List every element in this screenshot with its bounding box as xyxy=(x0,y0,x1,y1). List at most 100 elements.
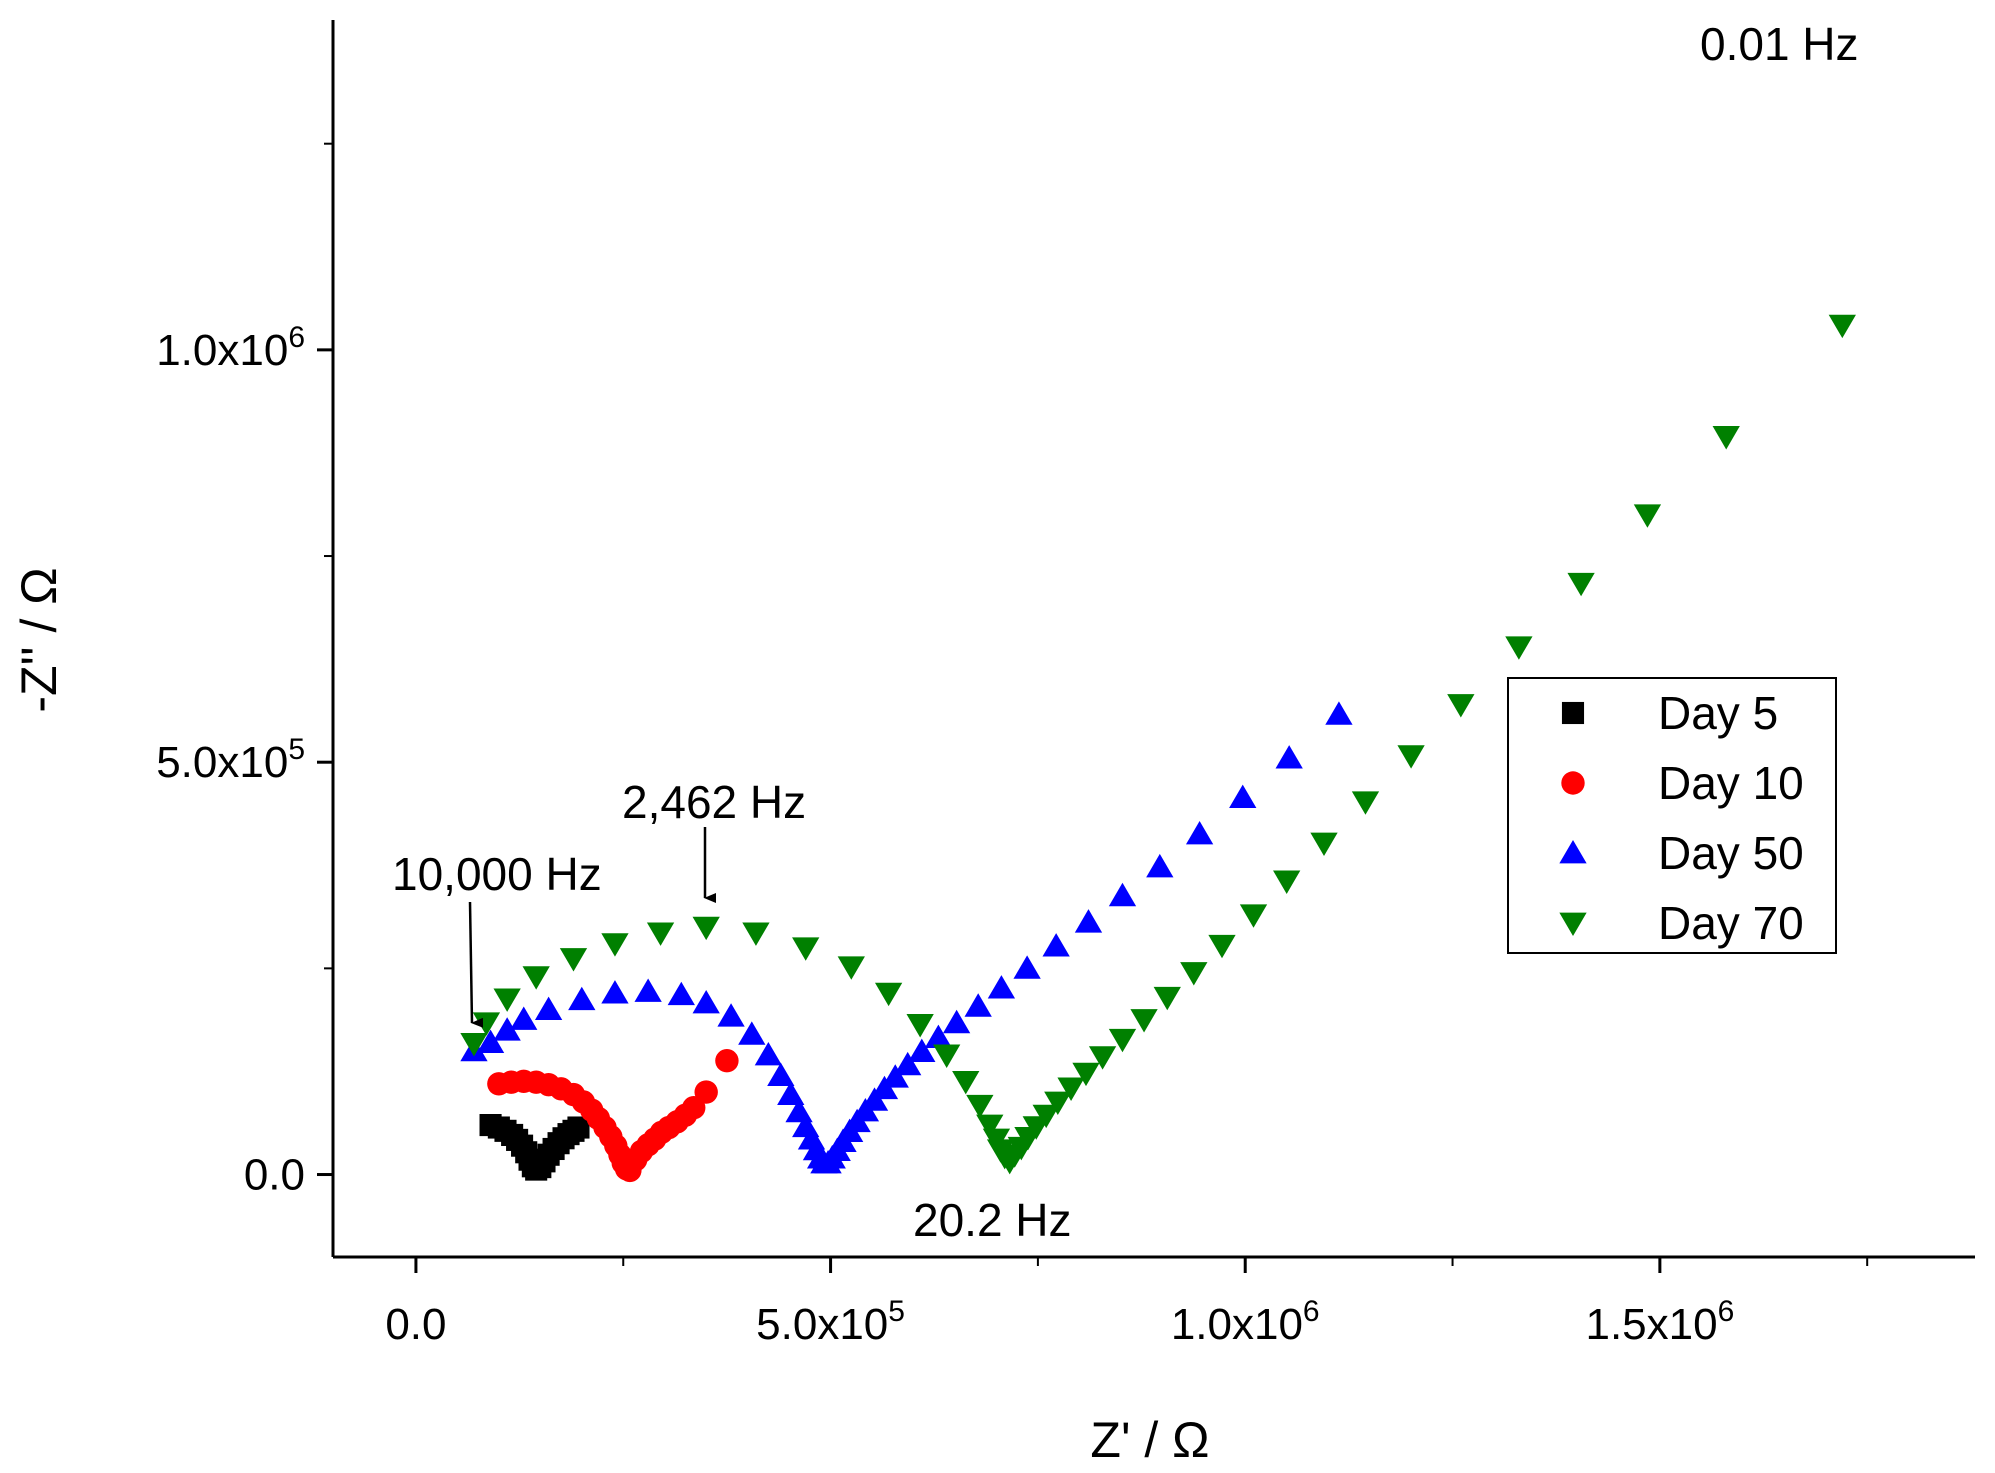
annotation-0-01hz: 0.01 Hz xyxy=(1700,18,1859,70)
data-point xyxy=(493,988,521,1012)
data-point xyxy=(568,986,596,1011)
data-point xyxy=(1239,904,1268,928)
data-point xyxy=(717,1003,745,1027)
data-point xyxy=(601,980,629,1004)
x-tick-label: 1.5x106 xyxy=(1585,1295,1734,1349)
data-point xyxy=(933,1044,961,1068)
data-point xyxy=(777,1081,805,1105)
y-tick-label: 1.0x106 xyxy=(156,321,305,375)
data-point xyxy=(966,1094,994,1119)
data-point xyxy=(1325,701,1353,725)
data-point xyxy=(1108,1028,1137,1053)
data-point xyxy=(1108,882,1137,907)
data-point xyxy=(976,1114,1004,1139)
legend-marker xyxy=(1559,840,1587,864)
data-point xyxy=(1057,1077,1085,1101)
data-point xyxy=(1072,1062,1100,1087)
data-point xyxy=(1273,870,1301,894)
y-axis-title: -Z'' / Ω xyxy=(11,567,67,712)
data-point xyxy=(522,966,550,990)
data-point xyxy=(460,1033,488,1057)
legend-marker xyxy=(1559,912,1587,936)
axes xyxy=(331,20,1975,1259)
data-point xyxy=(952,1070,980,1095)
data-point xyxy=(964,993,992,1017)
series-day-50 xyxy=(460,701,1353,1174)
data-point xyxy=(767,1062,795,1086)
data-point xyxy=(1185,820,1214,845)
x-tick-label: 0.0 xyxy=(385,1300,446,1349)
data-point xyxy=(1505,636,1533,660)
data-point xyxy=(646,922,675,946)
data-point xyxy=(1074,909,1103,933)
data-point xyxy=(894,1051,922,1076)
data-point xyxy=(881,1064,909,1088)
data-point xyxy=(1208,934,1236,959)
data-point xyxy=(1310,832,1338,857)
data-point xyxy=(1044,1091,1072,1115)
legend-label: Day 5 xyxy=(1658,687,1778,739)
data-point xyxy=(601,933,629,957)
x-tick-label: 5.0x105 xyxy=(756,1295,905,1349)
data-point xyxy=(1153,986,1181,1011)
data-point xyxy=(1146,853,1174,878)
annotation-2462hz: 2,462 Hz xyxy=(622,776,806,828)
x-axis-title: Z' / Ω xyxy=(1090,1412,1209,1468)
data-point xyxy=(1088,1046,1117,1070)
data-point xyxy=(1351,791,1380,815)
legend-label: Day 10 xyxy=(1658,757,1804,809)
data-point xyxy=(874,982,903,1007)
data-point xyxy=(559,948,588,972)
data-point xyxy=(692,990,720,1014)
data-point xyxy=(472,1012,501,1036)
legend-label: Day 70 xyxy=(1658,897,1804,949)
data-point xyxy=(792,937,820,961)
data-point xyxy=(1712,426,1740,450)
annotation-10000hz-arrow xyxy=(468,901,484,1028)
data-point xyxy=(1275,745,1303,769)
data-point xyxy=(667,981,695,1006)
data-point xyxy=(906,1014,934,1038)
data-point xyxy=(476,1029,505,1053)
data-point xyxy=(715,1049,739,1073)
x-ticks: 0.0 5.0x105 1.0x106 1.5x106 xyxy=(385,1257,1869,1349)
annotation-10000hz: 10,000 Hz xyxy=(392,848,602,900)
data-point xyxy=(682,1096,706,1120)
data-point xyxy=(1397,745,1425,769)
data-point xyxy=(1032,1104,1060,1129)
data-point xyxy=(493,1017,521,1041)
series-day-5 xyxy=(479,1114,590,1181)
x-tick-label: 1.0x106 xyxy=(1171,1295,1320,1349)
y-ticks: 0.0 5.0x105 1.0x106 xyxy=(156,142,333,1200)
y-tick-label: 5.0x105 xyxy=(156,733,305,787)
data-point xyxy=(694,1080,718,1104)
data-point xyxy=(510,1006,538,1030)
annotations: 0.01 Hz 2,462 Hz 10,000 Hz 20.2 Hz xyxy=(392,18,1859,1246)
series-layer xyxy=(460,314,1856,1183)
data-point xyxy=(634,978,662,1002)
data-point xyxy=(1180,962,1208,986)
data-point xyxy=(1013,955,1041,979)
data-point xyxy=(534,996,563,1020)
data-point xyxy=(1042,933,1070,957)
legend-label: Day 50 xyxy=(1658,827,1804,879)
series-day-10 xyxy=(487,1049,739,1183)
data-point xyxy=(1447,694,1475,718)
legend: Day 5 Day 10 Day 50 Day 70 xyxy=(1507,677,1837,954)
data-point xyxy=(1567,572,1595,597)
data-point xyxy=(738,1021,766,1045)
data-point xyxy=(1130,1009,1158,1033)
data-point xyxy=(1828,314,1856,339)
series-day-70 xyxy=(460,314,1856,1175)
data-point xyxy=(987,975,1016,999)
data-point xyxy=(742,922,770,946)
data-point xyxy=(924,1024,953,1049)
data-point xyxy=(1229,784,1257,809)
legend-marker xyxy=(1561,701,1585,725)
data-point xyxy=(942,1009,971,1034)
data-point xyxy=(567,1116,590,1139)
data-point xyxy=(837,956,865,980)
y-tick-label: 0.0 xyxy=(244,1151,305,1200)
data-point xyxy=(692,916,720,941)
